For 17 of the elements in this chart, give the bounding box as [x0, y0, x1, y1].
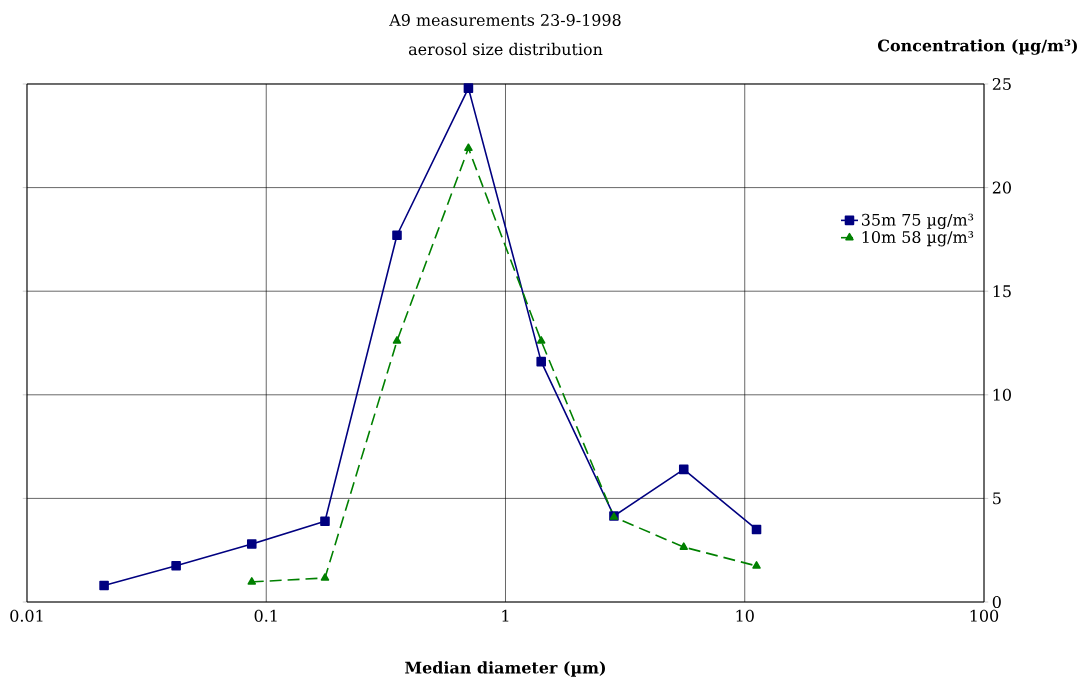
chart-subtitle: aerosol size distribution	[408, 42, 603, 56]
x-tick-label: 1	[502, 609, 509, 622]
y-tick-label: 5	[993, 492, 1001, 505]
y-tick-label: 0	[992, 595, 1001, 609]
x-tick-label: 0.01	[10, 609, 43, 622]
y-tick-label: 15	[993, 285, 1011, 298]
y-tick-label: 20	[992, 181, 1011, 194]
legend-label: 35m 75 µg/m³	[861, 213, 974, 230]
y-axis-title: Concentration (µg/m³)	[877, 39, 1077, 55]
x-axis-title: Median diameter (µm)	[405, 661, 605, 677]
chart-title: A9 measurements 23-9-1998	[389, 13, 621, 27]
x-tick-label: 10	[736, 609, 754, 622]
x-tick-label: 0.1	[254, 609, 277, 622]
y-tick-label: 25	[992, 77, 1011, 91]
y-tick-label: 10	[993, 388, 1011, 401]
x-tick-label: 100	[970, 609, 999, 622]
legend-label: 10m 58 µg/m³	[862, 231, 974, 247]
